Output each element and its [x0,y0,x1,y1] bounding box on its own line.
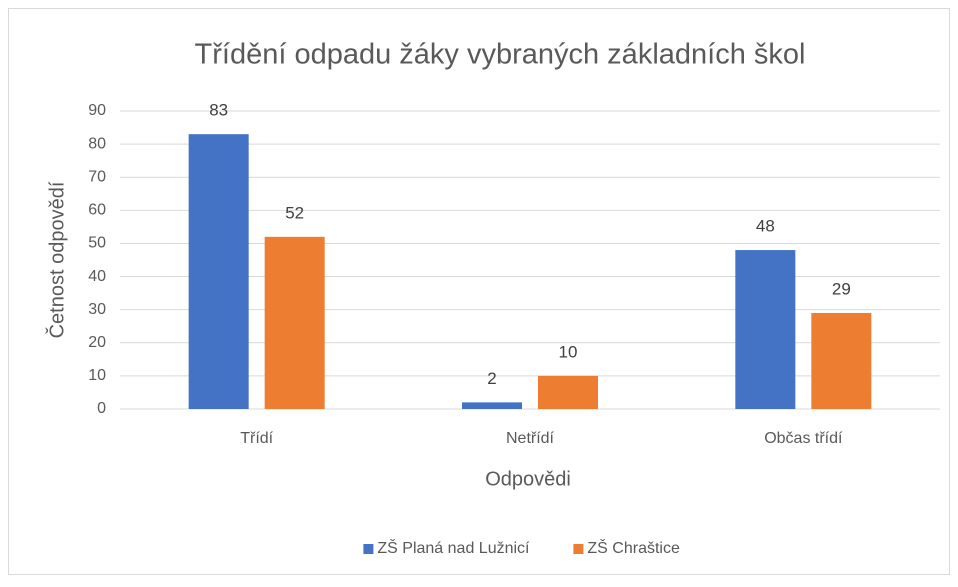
bar [264,236,325,409]
bar [538,375,598,409]
bar [735,250,796,409]
y-tick-label: 10 [88,367,106,384]
bar [188,134,249,409]
data-label: 48 [756,217,775,236]
data-label: 52 [285,203,304,222]
y-tick-label: 40 [88,268,106,285]
y-tick-label: 20 [88,334,106,351]
y-tick-label: 30 [88,301,106,318]
chart-title: Třídění odpadu žáky vybraných základních… [195,39,806,71]
y-tick-label: 80 [88,135,106,152]
legend-label: ZŠ Chraštice [587,538,680,557]
x-tick-label: Občas třídí [764,430,843,447]
x-tick-label: Netřídí [506,430,555,447]
chart-border [8,8,950,575]
x-axis-label: Odpovědi [485,468,571,490]
data-label: 83 [209,101,228,120]
legend-swatch [363,544,374,554]
data-label: 2 [487,369,496,388]
data-label: 29 [832,279,851,298]
y-axis-label: Četnost odpovědí [45,181,68,338]
y-tick-label: 0 [97,400,106,417]
data-label: 10 [559,342,578,361]
y-tick-label: 70 [88,168,106,185]
legend-swatch [573,544,584,554]
legend-label: ZŠ Planá nad Lužnicí [377,538,530,557]
y-tick-label: 90 [88,102,106,119]
bar [462,402,522,409]
bar [811,312,872,409]
y-tick-label: 50 [88,235,106,252]
x-tick-label: Třídí [240,430,273,447]
y-tick-label: 60 [88,202,106,219]
